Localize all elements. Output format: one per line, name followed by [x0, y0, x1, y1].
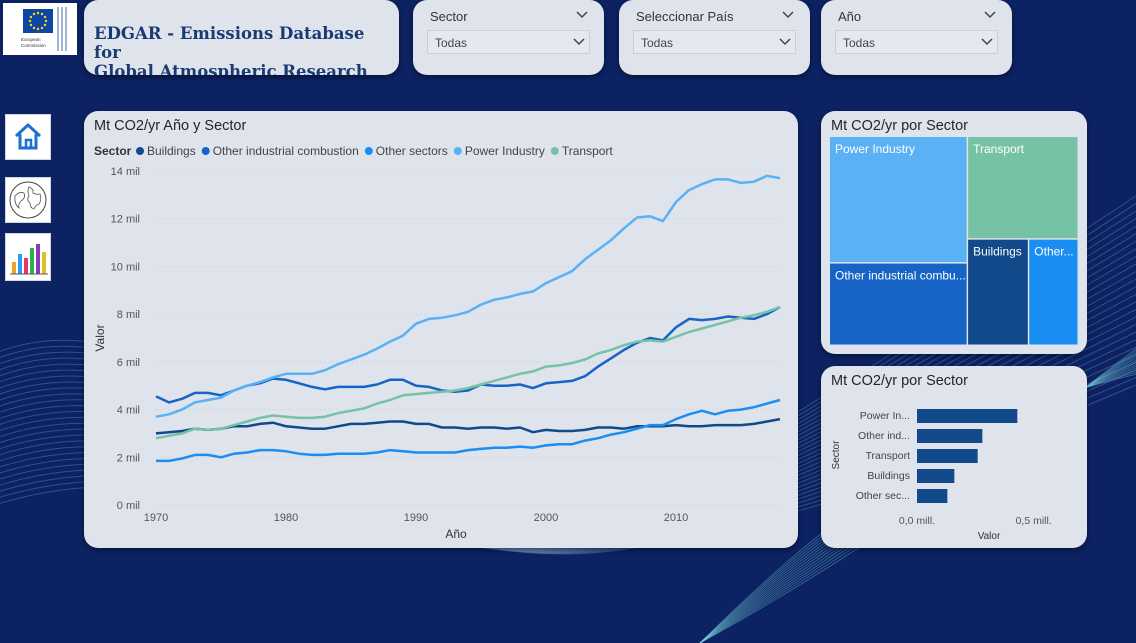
x-tick-label: 2000: [534, 512, 558, 524]
bar[interactable]: [917, 489, 948, 503]
legend-marker: [136, 147, 144, 155]
y-tick-label: 6 mil: [117, 357, 140, 369]
treemap-title: Mt CO2/yr por Sector: [831, 118, 968, 134]
treemap-tile[interactable]: [968, 239, 1028, 345]
chevron-down-icon[interactable]: [576, 11, 588, 19]
page-title-line-1: EDGAR - Emissions Database for: [94, 24, 365, 62]
chevron-down-icon[interactable]: [984, 11, 996, 19]
slicer-country-label: Seleccionar País: [636, 9, 734, 24]
legend-marker: [453, 147, 462, 155]
slicer-year-value: Todas: [843, 36, 876, 50]
x-tick-label: 1990: [404, 512, 428, 524]
y-tick-label: 8 mil: [117, 309, 140, 321]
x-tick-label: 1980: [274, 512, 298, 524]
legend-title: Sector: [94, 144, 132, 158]
treemap-label: Other...: [1034, 245, 1073, 259]
legend-label[interactable]: Power Industry: [465, 144, 545, 158]
y-tick-label: 0 mil: [117, 500, 140, 512]
treemap-tile[interactable]: [968, 137, 1078, 239]
series-line-other-sectors[interactable]: [156, 398, 781, 463]
european-commission-logo: European Commission: [3, 3, 77, 55]
logo-text-1: European: [21, 37, 41, 42]
y-tick-label: 2 mil: [117, 452, 140, 464]
x-tick-label: 2010: [664, 512, 688, 524]
legend-label[interactable]: Other sectors: [376, 144, 448, 158]
treemap-label: Transport: [973, 142, 1025, 156]
treemap-tile[interactable]: [830, 263, 967, 345]
treemap-tile[interactable]: [830, 137, 967, 263]
bar-category-label: Transport: [865, 450, 910, 462]
y-tick-label: 12 mil: [111, 214, 140, 226]
x-axis-label: Valor: [978, 531, 1001, 542]
series-line-transport[interactable]: [155, 305, 781, 440]
bar[interactable]: [917, 449, 978, 463]
y-axis-label: Sector: [831, 440, 842, 470]
map-button[interactable]: [5, 177, 51, 223]
slicer-country-value: Todas: [641, 36, 674, 50]
bar[interactable]: [917, 429, 983, 443]
legend-label[interactable]: Other industrial combustion: [213, 144, 359, 158]
legend-marker: [201, 147, 210, 155]
chevron-down-icon[interactable]: [782, 11, 794, 19]
home-icon: [14, 123, 42, 150]
treemap-chart[interactable]: Power Industry Transport Other industrial …: [821, 111, 1087, 354]
legend-marker: [550, 147, 559, 155]
home-button[interactable]: [5, 114, 51, 160]
x-axis-label: Año: [445, 527, 467, 541]
bar-category-label: Other sec...: [856, 490, 910, 502]
chevron-down-icon: [779, 38, 791, 46]
chevron-down-icon: [573, 38, 585, 46]
slicer-country[interactable]: Seleccionar País Todas: [619, 0, 810, 75]
line-chart-title: Mt CO2/yr Año y Sector: [94, 118, 247, 134]
bar-chart[interactable]: Power In... Other ind... Transport Building…: [821, 366, 1087, 548]
y-tick-label: 4 mil: [117, 405, 140, 417]
bar[interactable]: [917, 409, 1018, 423]
y-axis-label: Valor: [93, 324, 107, 351]
series-line-buildings[interactable]: [155, 417, 781, 435]
slicer-sector[interactable]: Sector Todas: [413, 0, 604, 75]
bar-category-label: Power In...: [860, 410, 910, 422]
bar-chart-title: Mt CO2/yr por Sector: [831, 373, 968, 389]
slicer-country-dropdown[interactable]: Todas: [633, 30, 796, 54]
title-card: EDGAR - Emissions Database for Global At…: [84, 0, 399, 75]
chevron-down-icon: [981, 38, 993, 46]
treemap-label: Power Industry: [835, 142, 915, 156]
bar-chart-card: Mt CO2/yr por Sector Power In... Other in…: [821, 366, 1087, 548]
slicer-year[interactable]: Año Todas: [821, 0, 1012, 75]
bar-category-label: Other ind...: [858, 430, 910, 442]
line-chart[interactable]: Sector Buildings Other industrial combusti…: [84, 111, 798, 548]
x-tick-label: 1970: [144, 512, 168, 524]
series-line-power-industry[interactable]: [155, 174, 781, 418]
slicer-sector-label: Sector: [430, 9, 468, 24]
y-tick-label: 10 mil: [111, 261, 140, 273]
bar[interactable]: [917, 469, 955, 483]
slicer-sector-value: Todas: [435, 36, 468, 50]
slicer-year-label: Año: [838, 9, 862, 24]
slicer-year-dropdown[interactable]: Todas: [835, 30, 998, 54]
treemap-card: Mt CO2/yr por Sector Power Industry Trans…: [821, 111, 1087, 354]
slicer-sector-dropdown[interactable]: Todas: [427, 30, 590, 54]
legend-label[interactable]: Buildings: [147, 144, 196, 158]
globe-icon: [9, 181, 47, 219]
x-tick-label: 0,0 mill.: [899, 515, 935, 527]
legend-marker: [364, 147, 373, 155]
page-title-line-2: Global Atmospheric Research: [94, 62, 368, 75]
bar-category-label: Buildings: [867, 470, 910, 482]
logo-text-2: Commission: [21, 43, 46, 48]
y-tick-label: 14 mil: [111, 166, 140, 178]
legend-label[interactable]: Transport: [562, 144, 614, 158]
bar-chart-icon: [10, 244, 48, 275]
treemap-label: Buildings: [973, 245, 1022, 259]
treemap-label: Other industrial combu...: [835, 269, 966, 283]
charts-button[interactable]: [5, 233, 51, 281]
line-chart-card: Mt CO2/yr Año y Sector Sector Buildings Ot…: [84, 111, 798, 548]
x-tick-label: 0,5 mill.: [1016, 515, 1052, 527]
treemap-tile[interactable]: [1029, 239, 1078, 345]
page-title: EDGAR - Emissions Database for Global At…: [94, 24, 394, 75]
